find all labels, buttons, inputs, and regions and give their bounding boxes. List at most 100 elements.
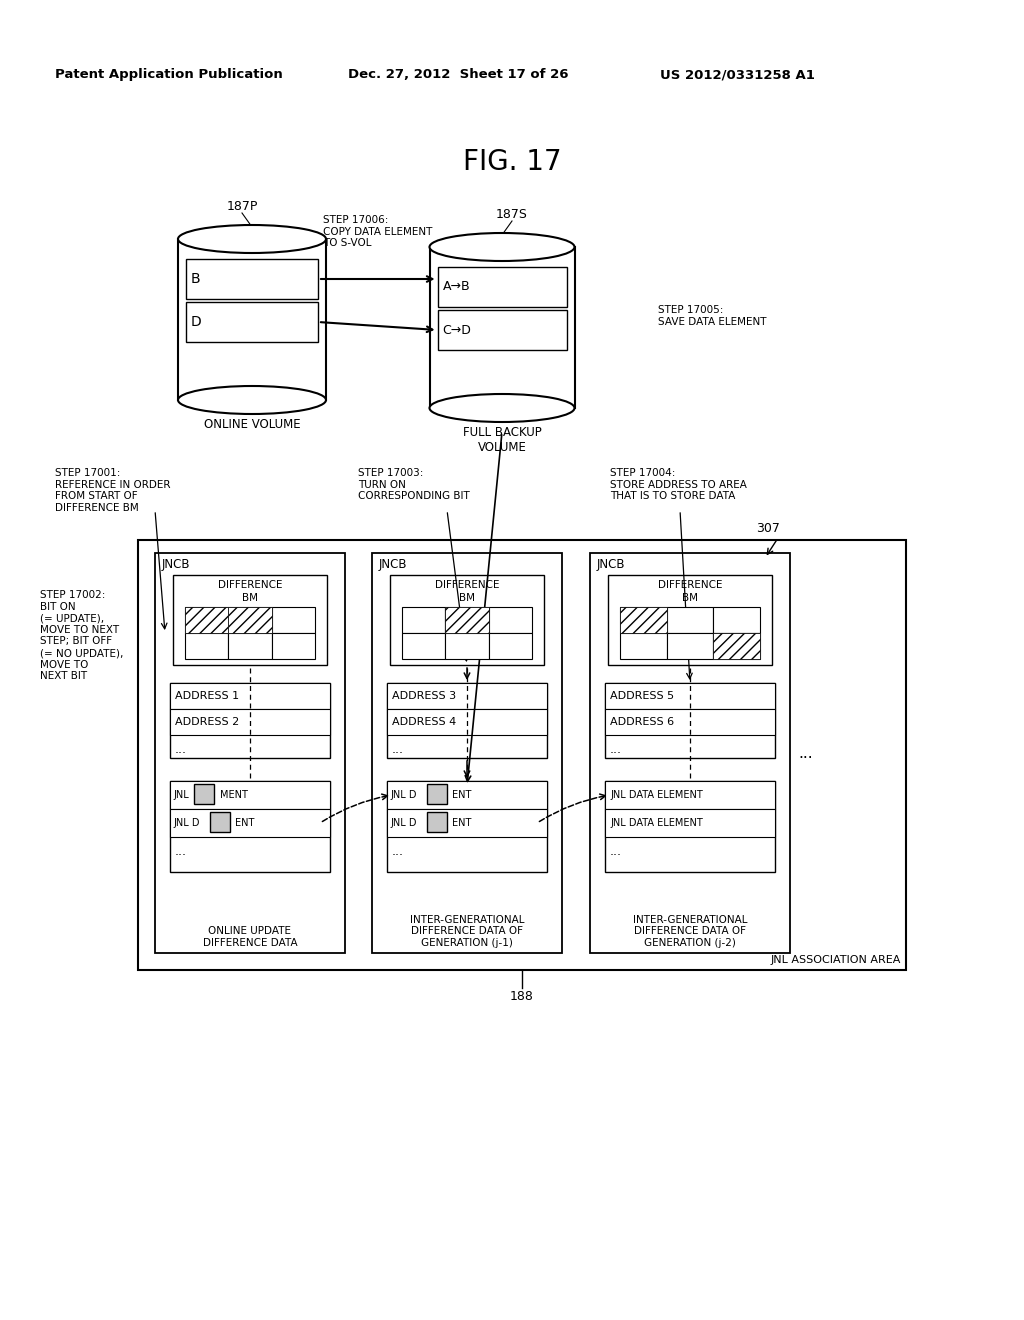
Text: ...: ... xyxy=(175,845,187,858)
Bar xyxy=(620,607,667,634)
Bar xyxy=(228,607,271,634)
Text: DIFFERENCE: DIFFERENCE xyxy=(218,579,283,590)
Bar xyxy=(605,682,775,709)
Bar xyxy=(170,709,330,735)
Text: STEP 17002:
BIT ON
(= UPDATE),
MOVE TO NEXT
STEP; BIT OFF
(= NO UPDATE),
MOVE TO: STEP 17002: BIT ON (= UPDATE), MOVE TO N… xyxy=(40,590,123,681)
Bar xyxy=(488,607,532,634)
Text: 307: 307 xyxy=(756,521,780,535)
Bar xyxy=(387,682,547,758)
Bar xyxy=(608,576,772,665)
Bar xyxy=(620,607,667,634)
Text: BM: BM xyxy=(459,593,475,603)
Ellipse shape xyxy=(178,224,326,253)
Text: JNL: JNL xyxy=(173,789,188,800)
Bar xyxy=(170,809,330,837)
Text: US 2012/0331258 A1: US 2012/0331258 A1 xyxy=(660,69,815,81)
Text: B: B xyxy=(191,272,201,286)
Text: STEP 17003:
TURN ON
CORRESPONDING BIT: STEP 17003: TURN ON CORRESPONDING BIT xyxy=(358,469,470,502)
Text: A: A xyxy=(216,818,223,828)
Text: ADDRESS 1: ADDRESS 1 xyxy=(175,690,240,701)
Text: ONLINE UPDATE
DIFFERENCE DATA: ONLINE UPDATE DIFFERENCE DATA xyxy=(203,927,297,948)
Text: 187S: 187S xyxy=(496,209,528,220)
Ellipse shape xyxy=(429,234,574,261)
Bar xyxy=(437,310,566,350)
Text: 187P: 187P xyxy=(226,201,258,213)
Bar xyxy=(271,634,315,659)
Text: ADDRESS 3: ADDRESS 3 xyxy=(392,690,456,701)
Text: P-VOL: P-VOL xyxy=(233,232,270,246)
Bar xyxy=(445,607,488,634)
Bar xyxy=(390,576,544,665)
Text: DIFFERENCE: DIFFERENCE xyxy=(435,579,500,590)
Bar xyxy=(590,553,790,953)
Text: ENT: ENT xyxy=(452,818,471,828)
Text: DIFFERENCE: DIFFERENCE xyxy=(657,579,722,590)
Bar xyxy=(271,607,315,634)
Text: ONLINE VOLUME: ONLINE VOLUME xyxy=(204,418,300,432)
Bar xyxy=(185,634,228,659)
Text: A: A xyxy=(433,789,440,800)
Bar xyxy=(667,634,714,659)
Bar xyxy=(714,607,760,634)
Text: Patent Application Publication: Patent Application Publication xyxy=(55,69,283,81)
Text: JNCB: JNCB xyxy=(379,558,408,572)
Bar xyxy=(387,781,547,873)
Bar xyxy=(387,809,547,837)
Bar xyxy=(605,781,775,873)
Text: JNL ASSOCIATION AREA: JNL ASSOCIATION AREA xyxy=(771,954,901,965)
Text: ...: ... xyxy=(798,746,813,760)
Text: BM: BM xyxy=(682,593,698,603)
Bar xyxy=(173,576,327,665)
Text: C: C xyxy=(433,818,440,828)
Text: ...: ... xyxy=(175,743,187,756)
Text: ADDRESS 6: ADDRESS 6 xyxy=(610,717,674,727)
Bar xyxy=(170,682,330,709)
Text: ...: ... xyxy=(392,743,404,756)
Text: ...: ... xyxy=(610,743,622,756)
Bar xyxy=(605,809,775,837)
Bar xyxy=(402,607,445,634)
Bar xyxy=(185,607,228,634)
Text: INTER-GENERATIONAL
DIFFERENCE DATA OF
GENERATION (j-1): INTER-GENERATIONAL DIFFERENCE DATA OF GE… xyxy=(410,915,524,948)
Text: ...: ... xyxy=(392,845,404,858)
Bar xyxy=(170,781,330,809)
Bar xyxy=(210,812,230,832)
Text: S-VOL: S-VOL xyxy=(483,240,520,253)
Text: A→B: A→B xyxy=(442,281,470,293)
Text: JNL D: JNL D xyxy=(390,789,417,800)
Text: JNL D: JNL D xyxy=(173,818,200,828)
Text: STEP 17006:
COPY DATA ELEMENT
TO S-VOL: STEP 17006: COPY DATA ELEMENT TO S-VOL xyxy=(323,215,432,248)
Text: JNCB: JNCB xyxy=(597,558,626,572)
Text: STEP 17001:
REFERENCE IN ORDER
FROM START OF
DIFFERENCE BM: STEP 17001: REFERENCE IN ORDER FROM STAR… xyxy=(55,469,171,512)
Bar xyxy=(194,784,214,804)
Bar xyxy=(155,553,345,953)
Text: ENT: ENT xyxy=(452,789,471,800)
Bar xyxy=(605,781,775,809)
Text: MENT: MENT xyxy=(220,789,248,800)
Bar xyxy=(605,682,775,758)
Bar xyxy=(427,812,447,832)
Text: C→D: C→D xyxy=(442,323,471,337)
Bar xyxy=(605,709,775,735)
Text: FIG. 17: FIG. 17 xyxy=(463,148,561,176)
Text: Dec. 27, 2012  Sheet 17 of 26: Dec. 27, 2012 Sheet 17 of 26 xyxy=(348,69,568,81)
Bar xyxy=(186,259,318,300)
Bar xyxy=(437,267,566,308)
Bar xyxy=(185,607,228,634)
Text: JNL DATA ELEMENT: JNL DATA ELEMENT xyxy=(610,818,702,828)
Ellipse shape xyxy=(429,393,574,422)
Bar xyxy=(228,607,271,634)
Text: FULL BACKUP
VOLUME: FULL BACKUP VOLUME xyxy=(463,426,542,454)
Text: ...: ... xyxy=(610,845,622,858)
Bar xyxy=(387,781,547,809)
Text: ADDRESS 5: ADDRESS 5 xyxy=(610,690,674,701)
Bar xyxy=(170,781,330,873)
Bar xyxy=(372,553,562,953)
Text: C: C xyxy=(201,789,208,800)
Text: STEP 17005:
SAVE DATA ELEMENT: STEP 17005: SAVE DATA ELEMENT xyxy=(658,305,767,326)
Text: ADDRESS 4: ADDRESS 4 xyxy=(392,717,457,727)
Text: BM: BM xyxy=(242,593,258,603)
Text: INTER-GENERATIONAL
DIFFERENCE DATA OF
GENERATION (j-2): INTER-GENERATIONAL DIFFERENCE DATA OF GE… xyxy=(633,915,748,948)
Text: JNL D: JNL D xyxy=(390,818,417,828)
Bar xyxy=(445,634,488,659)
